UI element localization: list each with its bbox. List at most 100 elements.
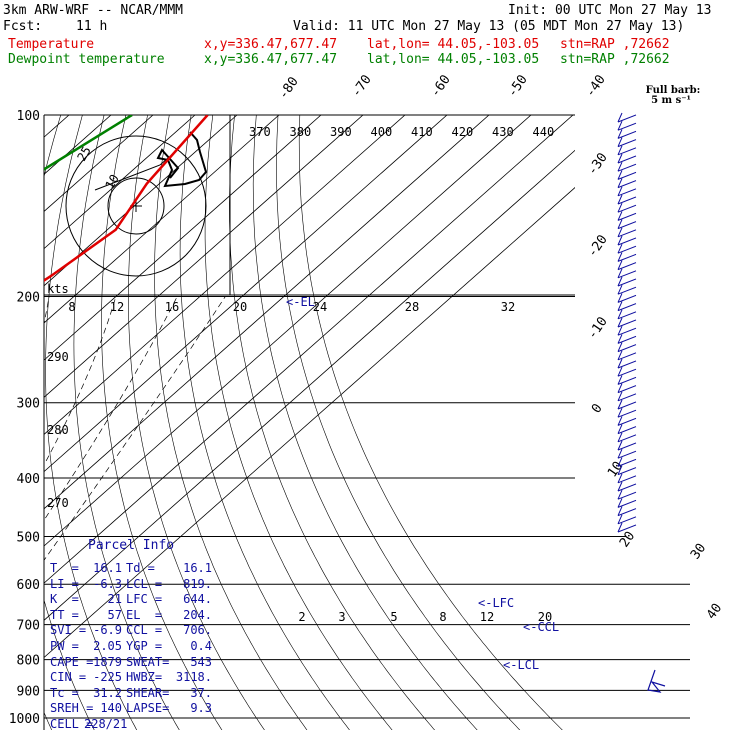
- wind-barb-flag: [617, 416, 623, 426]
- theta-label: 380: [290, 125, 312, 139]
- hodograph-trace: [156, 131, 208, 188]
- wind-barb: [617, 262, 637, 271]
- temperature-legend-xy: x,y=336.47,677.47: [204, 37, 338, 52]
- wind-barb: [617, 335, 637, 344]
- wind-barb-flag: [617, 317, 623, 328]
- isotherm: [44, 115, 532, 730]
- diagram-grid: [0, 115, 658, 731]
- wind-barb-flag: [617, 481, 623, 492]
- wind-barb-flag: [617, 309, 623, 320]
- isotherm: [44, 115, 448, 730]
- forecast-label: Fcst:: [3, 19, 43, 34]
- parcel-value: -225: [93, 670, 122, 685]
- isotherm: [44, 115, 238, 730]
- hodograph-ring-label-10: 10: [102, 172, 121, 192]
- wind-barb-flag: [617, 252, 623, 262]
- wind-barb-flag: [617, 448, 623, 459]
- surface-wind-barbs: [647, 669, 666, 693]
- wind-barb: [617, 516, 637, 525]
- hodograph-ring-inner: [107, 177, 165, 235]
- wind-barb: [617, 467, 637, 476]
- theta-label: 430: [492, 125, 514, 139]
- wind-barb-flag: [617, 514, 623, 525]
- parcel-key: LAPSE=: [126, 701, 170, 716]
- theta-label: 400: [371, 125, 393, 139]
- mixing-ratio-label-upper: 28: [405, 300, 419, 314]
- el-marker: <-EL: [286, 295, 315, 309]
- parcel-value: -6.3: [93, 576, 122, 591]
- parcel-value: 644.: [183, 592, 212, 607]
- mixing-ratio-label-lower: 12: [480, 610, 494, 624]
- wind-barb: [617, 376, 637, 385]
- parcel-key: CIN =: [50, 670, 87, 685]
- wind-barb: [617, 508, 637, 517]
- isotherm-label: -30: [585, 150, 611, 178]
- wind-barb: [617, 253, 637, 262]
- mixing-ratio-label-lower: 5: [390, 610, 397, 624]
- wind-barb: [617, 303, 637, 312]
- pressure-tick-label: 900: [17, 684, 40, 699]
- valid-time: Valid: 11 UTC Mon 27 May 13 (05 MDT Mon …: [293, 19, 685, 34]
- isotherm: [44, 115, 616, 730]
- dewpoint-legend-station: stn=RAP ,72662: [560, 52, 670, 67]
- parcel-value: 204.: [183, 607, 212, 622]
- moist-adiabat: [44, 296, 178, 719]
- isotherm: [44, 115, 406, 730]
- wind-barb-flag: [617, 153, 623, 164]
- wind-barb: [617, 327, 637, 336]
- wind-barb-flag: [617, 325, 623, 336]
- hodograph-ring-outer: [65, 135, 207, 277]
- parcel-value: 140: [100, 701, 122, 716]
- wind-barb-flag: [617, 219, 623, 229]
- pressure-tick-label: 600: [17, 578, 40, 593]
- wind-barb: [617, 188, 637, 197]
- wind-barb-flag: [617, 243, 623, 254]
- wind-barb: [617, 294, 637, 303]
- parcel-key: PW =: [50, 639, 79, 653]
- wind-barb: [617, 483, 637, 492]
- isotherm-label: 30: [688, 541, 709, 562]
- theta-label: 370: [249, 125, 271, 139]
- dry-adiabat: [128, 115, 266, 730]
- wind-barb-flag: [617, 391, 623, 402]
- lfc-marker: <-LFC: [478, 596, 514, 610]
- wind-barb: [617, 278, 637, 287]
- dry-adiabat: [45, 115, 138, 730]
- wind-barb: [617, 450, 637, 459]
- wind-barb-flag: [617, 112, 623, 123]
- parcel-value: 57: [107, 607, 122, 622]
- wind-barb-flag: [617, 522, 623, 533]
- isotherm-label: -10: [585, 314, 611, 342]
- parcel-value: 16.1: [183, 561, 212, 575]
- parcel-key: SWEAT=: [126, 654, 170, 669]
- temperature-legend-latlon: lat,lon= 44.05,-103.05: [367, 37, 540, 52]
- barb-legend-line2: 5 m s⁻¹: [651, 95, 691, 106]
- mixing-ratio-label-upper: 16: [165, 300, 179, 314]
- wind-barb: [617, 221, 637, 230]
- isotherm: [44, 115, 280, 730]
- theta-label: 440: [533, 125, 555, 139]
- forecast-hour: 11 h: [76, 19, 108, 34]
- isotherm-label: -40: [583, 72, 609, 100]
- wind-barb: [617, 360, 637, 369]
- wind-barb-flag: [617, 366, 623, 377]
- parcel-value: 1879: [93, 654, 122, 669]
- isotherm-label: 40: [704, 601, 725, 622]
- isotherm: [0, 115, 27, 731]
- wind-barb: [617, 442, 637, 451]
- parcel-value: 9.3: [190, 701, 212, 716]
- parcel-key: T =: [50, 561, 79, 575]
- theta-label: 420: [452, 125, 474, 139]
- isotherm-label: -50: [505, 72, 531, 100]
- mixing-ratio-label-upper: 12: [110, 300, 124, 314]
- dry-adiabat: [101, 115, 223, 730]
- wind-barb-flag: [617, 358, 623, 369]
- wind-barb-flag: [617, 407, 623, 418]
- temperature-legend-label: Temperature: [8, 37, 95, 52]
- theta-lower-label: 280: [47, 423, 69, 437]
- wind-barb-flag: [617, 383, 623, 393]
- dry-adiabat: [179, 115, 351, 730]
- wind-barb: [617, 409, 637, 418]
- dewpoint-legend-latlon: lat,lon= 44.05,-103.05: [367, 52, 540, 67]
- temperature-profile: [44, 115, 209, 667]
